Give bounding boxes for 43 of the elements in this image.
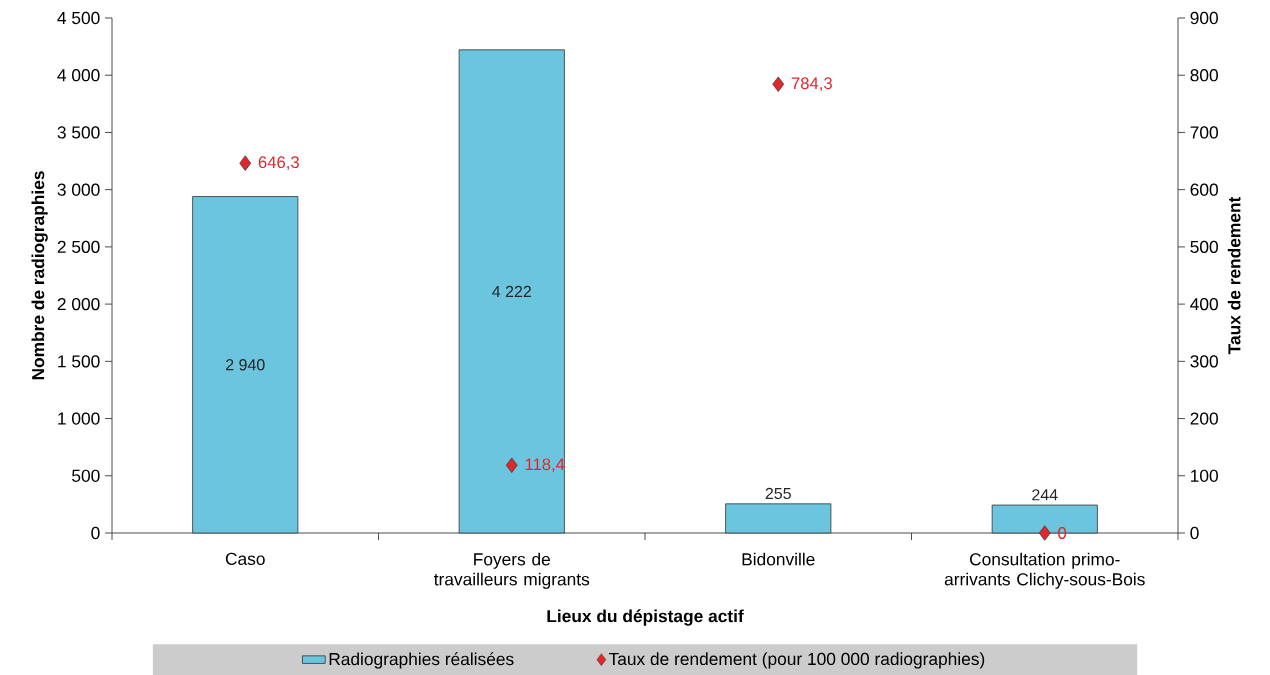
- y-tick-label: 4 000: [57, 69, 100, 82]
- y2-tick-label: 800: [1190, 69, 1218, 82]
- bar: [192, 196, 299, 534]
- x-tick-label: Foyers de travailleurs migrants: [434, 552, 590, 589]
- y-tick-label: 2 000: [57, 297, 100, 311]
- y2-tick-label: 900: [1190, 11, 1218, 25]
- point: [1038, 525, 1051, 541]
- y-axis-title: Nombre de radiographies: [31, 171, 48, 380]
- y-tick-label: 1 500: [58, 355, 100, 368]
- data-label: 244: [1032, 489, 1058, 501]
- data-label: 646,3: [258, 156, 299, 171]
- bar: [725, 503, 832, 534]
- data-label: 4 222: [492, 285, 531, 297]
- y2-tick-label: 500: [1190, 240, 1218, 254]
- x-tick-label: Bidonville: [742, 552, 815, 566]
- y2-tick-label: 700: [1190, 126, 1218, 139]
- y-tick-label: 3 000: [57, 183, 100, 196]
- data-label: 2 940: [226, 359, 265, 371]
- bar: [458, 49, 565, 534]
- y-tick-label: 500: [72, 469, 100, 482]
- point: [239, 155, 252, 171]
- x-tick-label: Caso: [225, 552, 265, 565]
- y2-tick-label: 300: [1190, 355, 1218, 368]
- y-tick-label: 0: [91, 526, 100, 540]
- y-tick-label: 2 500: [57, 240, 100, 254]
- y2-axis-title: Taux de rendement: [1227, 196, 1241, 355]
- data-label: 255: [765, 487, 791, 500]
- legend-label: Taux de rendement (pour 100 000 radiographies): [608, 652, 985, 669]
- y2-tick-label: 400: [1190, 297, 1218, 311]
- x-axis-title: Lieux du dépistage actif: [547, 609, 744, 626]
- data-label: 784,3: [791, 77, 832, 92]
- legend-label: Radiographies réalisées: [329, 652, 514, 669]
- data-label: 0: [1058, 527, 1067, 539]
- y2-tick-label: 600: [1190, 183, 1218, 196]
- y-tick-label: 1 000: [58, 412, 100, 425]
- x-tick-label: Consultation primo-arrivants Clichy-sous-Bois: [944, 552, 1145, 589]
- y2-tick-label: 100: [1191, 469, 1218, 482]
- point: [505, 457, 518, 473]
- y-tick-label: 4 500: [57, 11, 100, 25]
- y-tick-label: 3 500: [57, 126, 100, 139]
- y2-tick-label: 0: [1190, 526, 1199, 540]
- y2-tick-label: 200: [1190, 412, 1218, 425]
- point: [772, 76, 785, 92]
